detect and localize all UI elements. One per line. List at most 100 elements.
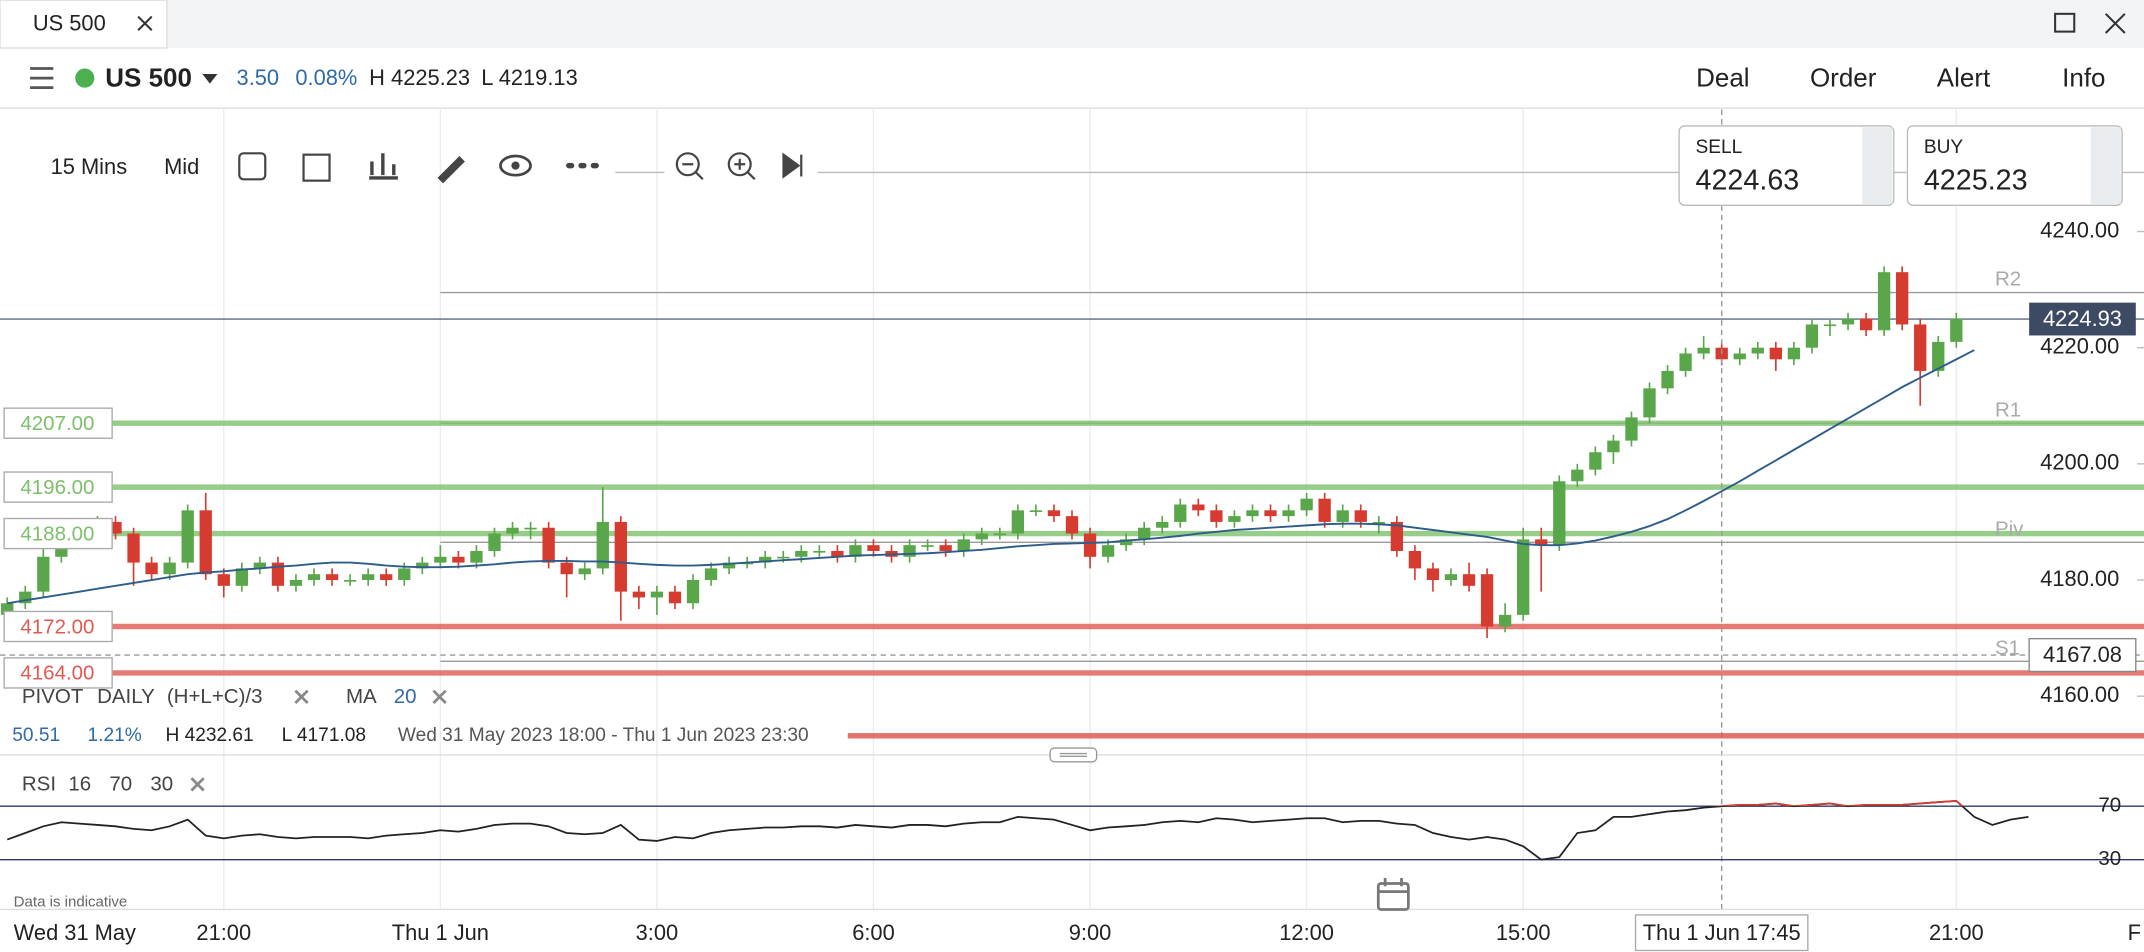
- candle-body: [1426, 568, 1440, 581]
- candle-body: [1318, 498, 1331, 522]
- candle-body: [813, 550, 826, 553]
- buy-price: 4225.23: [1924, 165, 2028, 197]
- candle-body: [253, 562, 267, 569]
- menu-item[interactable]: Order: [1810, 62, 1877, 92]
- candle-body: [1264, 510, 1277, 517]
- menu-item[interactable]: Deal: [1696, 62, 1749, 92]
- candle-body: [1047, 510, 1061, 517]
- candle-body: [452, 556, 465, 563]
- candle-body: [470, 550, 483, 563]
- crosshair-x-box: [1634, 914, 1809, 952]
- tool-calc[interactable]: [238, 152, 267, 181]
- high: H 4225.23: [369, 65, 470, 90]
- pivot-formula: (H+L+C)/3: [167, 685, 263, 708]
- candle-body: [903, 545, 916, 557]
- tool-candles[interactable]: [302, 153, 331, 182]
- rsi-lower: 30: [150, 772, 173, 795]
- candle-body: [1823, 324, 1837, 327]
- rsi-tick-label: 30: [2098, 847, 2121, 870]
- candle-body: [1390, 521, 1404, 551]
- crosshair-y-box: [2028, 637, 2137, 673]
- candle-body: [1011, 510, 1025, 534]
- ma-line: [7, 349, 1975, 605]
- zoom-in[interactable]: [727, 152, 752, 177]
- buy-box[interactable]: [1906, 125, 2123, 206]
- menu-item[interactable]: Info: [2062, 62, 2105, 92]
- candle-body: [1571, 469, 1584, 482]
- candle-body: [777, 556, 790, 559]
- y-tick-label: 4200.00: [2040, 450, 2119, 475]
- candle-body: [957, 539, 970, 551]
- remove-icon[interactable]: [432, 689, 447, 704]
- stats-high: H 4232.61: [165, 725, 253, 746]
- sell-box[interactable]: [1678, 125, 1895, 206]
- candle-body: [506, 527, 519, 534]
- x-tick-label: 9:00: [1069, 920, 1112, 945]
- sell-label: SELL: [1696, 137, 1743, 158]
- tab-close[interactable]: [137, 15, 153, 31]
- tool-view[interactable]: [499, 154, 532, 177]
- price-type[interactable]: Mid: [164, 154, 199, 179]
- sell-box-edge: [1862, 127, 1893, 204]
- low: L 4219.13: [481, 65, 577, 90]
- candle-body: [307, 574, 321, 581]
- candle-body: [849, 545, 862, 557]
- go-latest[interactable]: [782, 152, 803, 179]
- candle-body: [1138, 527, 1151, 540]
- change-pct: 0.08%: [295, 65, 357, 90]
- zoom-out-glyph: [682, 163, 704, 181]
- candle-body: [488, 533, 501, 551]
- chart-area: 21:00 Thu 1 Jun 3:00 6:00 9:00 12:00 15:00 21:0…: [0, 109, 2144, 952]
- level-label: 4196.00: [20, 476, 94, 499]
- candle-body: [1553, 481, 1566, 546]
- symbol[interactable]: US 500: [105, 62, 192, 92]
- stats-range: Wed 31 May 2023 18:00 - Thu 1 Jun 2023 2…: [398, 725, 809, 746]
- tool-view-pupil: [511, 161, 520, 170]
- candle-body: [1769, 347, 1782, 360]
- calendar-icon[interactable]: [1376, 882, 1410, 911]
- candle-body: [1083, 533, 1097, 557]
- candle-body: [1661, 370, 1674, 389]
- candle-body: [1535, 539, 1548, 546]
- candle-body: [1805, 324, 1819, 348]
- remove-icon[interactable]: [190, 777, 205, 792]
- crosshair-x-label: Thu 1 Jun 17:45: [1643, 920, 1801, 945]
- candle-body: [795, 550, 808, 557]
- interval[interactable]: 15 Mins: [51, 154, 128, 179]
- candle-body: [1372, 521, 1385, 524]
- candle-body: [1950, 318, 1963, 342]
- maximize[interactable]: [2054, 12, 2076, 33]
- tool-draw[interactable]: [437, 156, 465, 184]
- ma-period: 20: [394, 685, 417, 708]
- tool-bars[interactable]: [369, 153, 398, 180]
- x-tick-label: 21:00: [1929, 920, 1984, 945]
- candle-body: [578, 568, 591, 575]
- pivot-label: R2: [1995, 268, 2021, 291]
- rsi-upper: 70: [109, 772, 132, 795]
- close[interactable]: [2104, 13, 2126, 34]
- x-tick-label: 15:00: [1496, 920, 1551, 945]
- rsi-overbought: [1710, 799, 1964, 807]
- menu-icon[interactable]: [30, 67, 54, 90]
- level-label: 4207.00: [20, 412, 94, 435]
- candle-body: [416, 562, 429, 569]
- buy-box-edge: [2090, 127, 2121, 204]
- candle-body: [271, 562, 285, 586]
- menu-item[interactable]: Alert: [1937, 62, 1991, 92]
- tab[interactable]: [0, 0, 168, 49]
- pane-handle-grip: [1059, 752, 1088, 757]
- candle-body: [1174, 504, 1187, 522]
- candle-body: [325, 574, 339, 581]
- remove-icon[interactable]: [294, 689, 309, 704]
- candle-body: [759, 556, 772, 563]
- pane-handle[interactable]: [1049, 747, 1098, 763]
- zoom-out[interactable]: [675, 152, 700, 177]
- candle-body: [1480, 574, 1494, 627]
- candle-body: [434, 556, 447, 563]
- last-price-box: [2029, 302, 2136, 336]
- symbol-dropdown[interactable]: [202, 74, 218, 84]
- candle-body: [1751, 347, 1764, 354]
- candle-body: [1589, 452, 1602, 470]
- candle-body: [668, 591, 682, 604]
- candle-body: [398, 568, 411, 581]
